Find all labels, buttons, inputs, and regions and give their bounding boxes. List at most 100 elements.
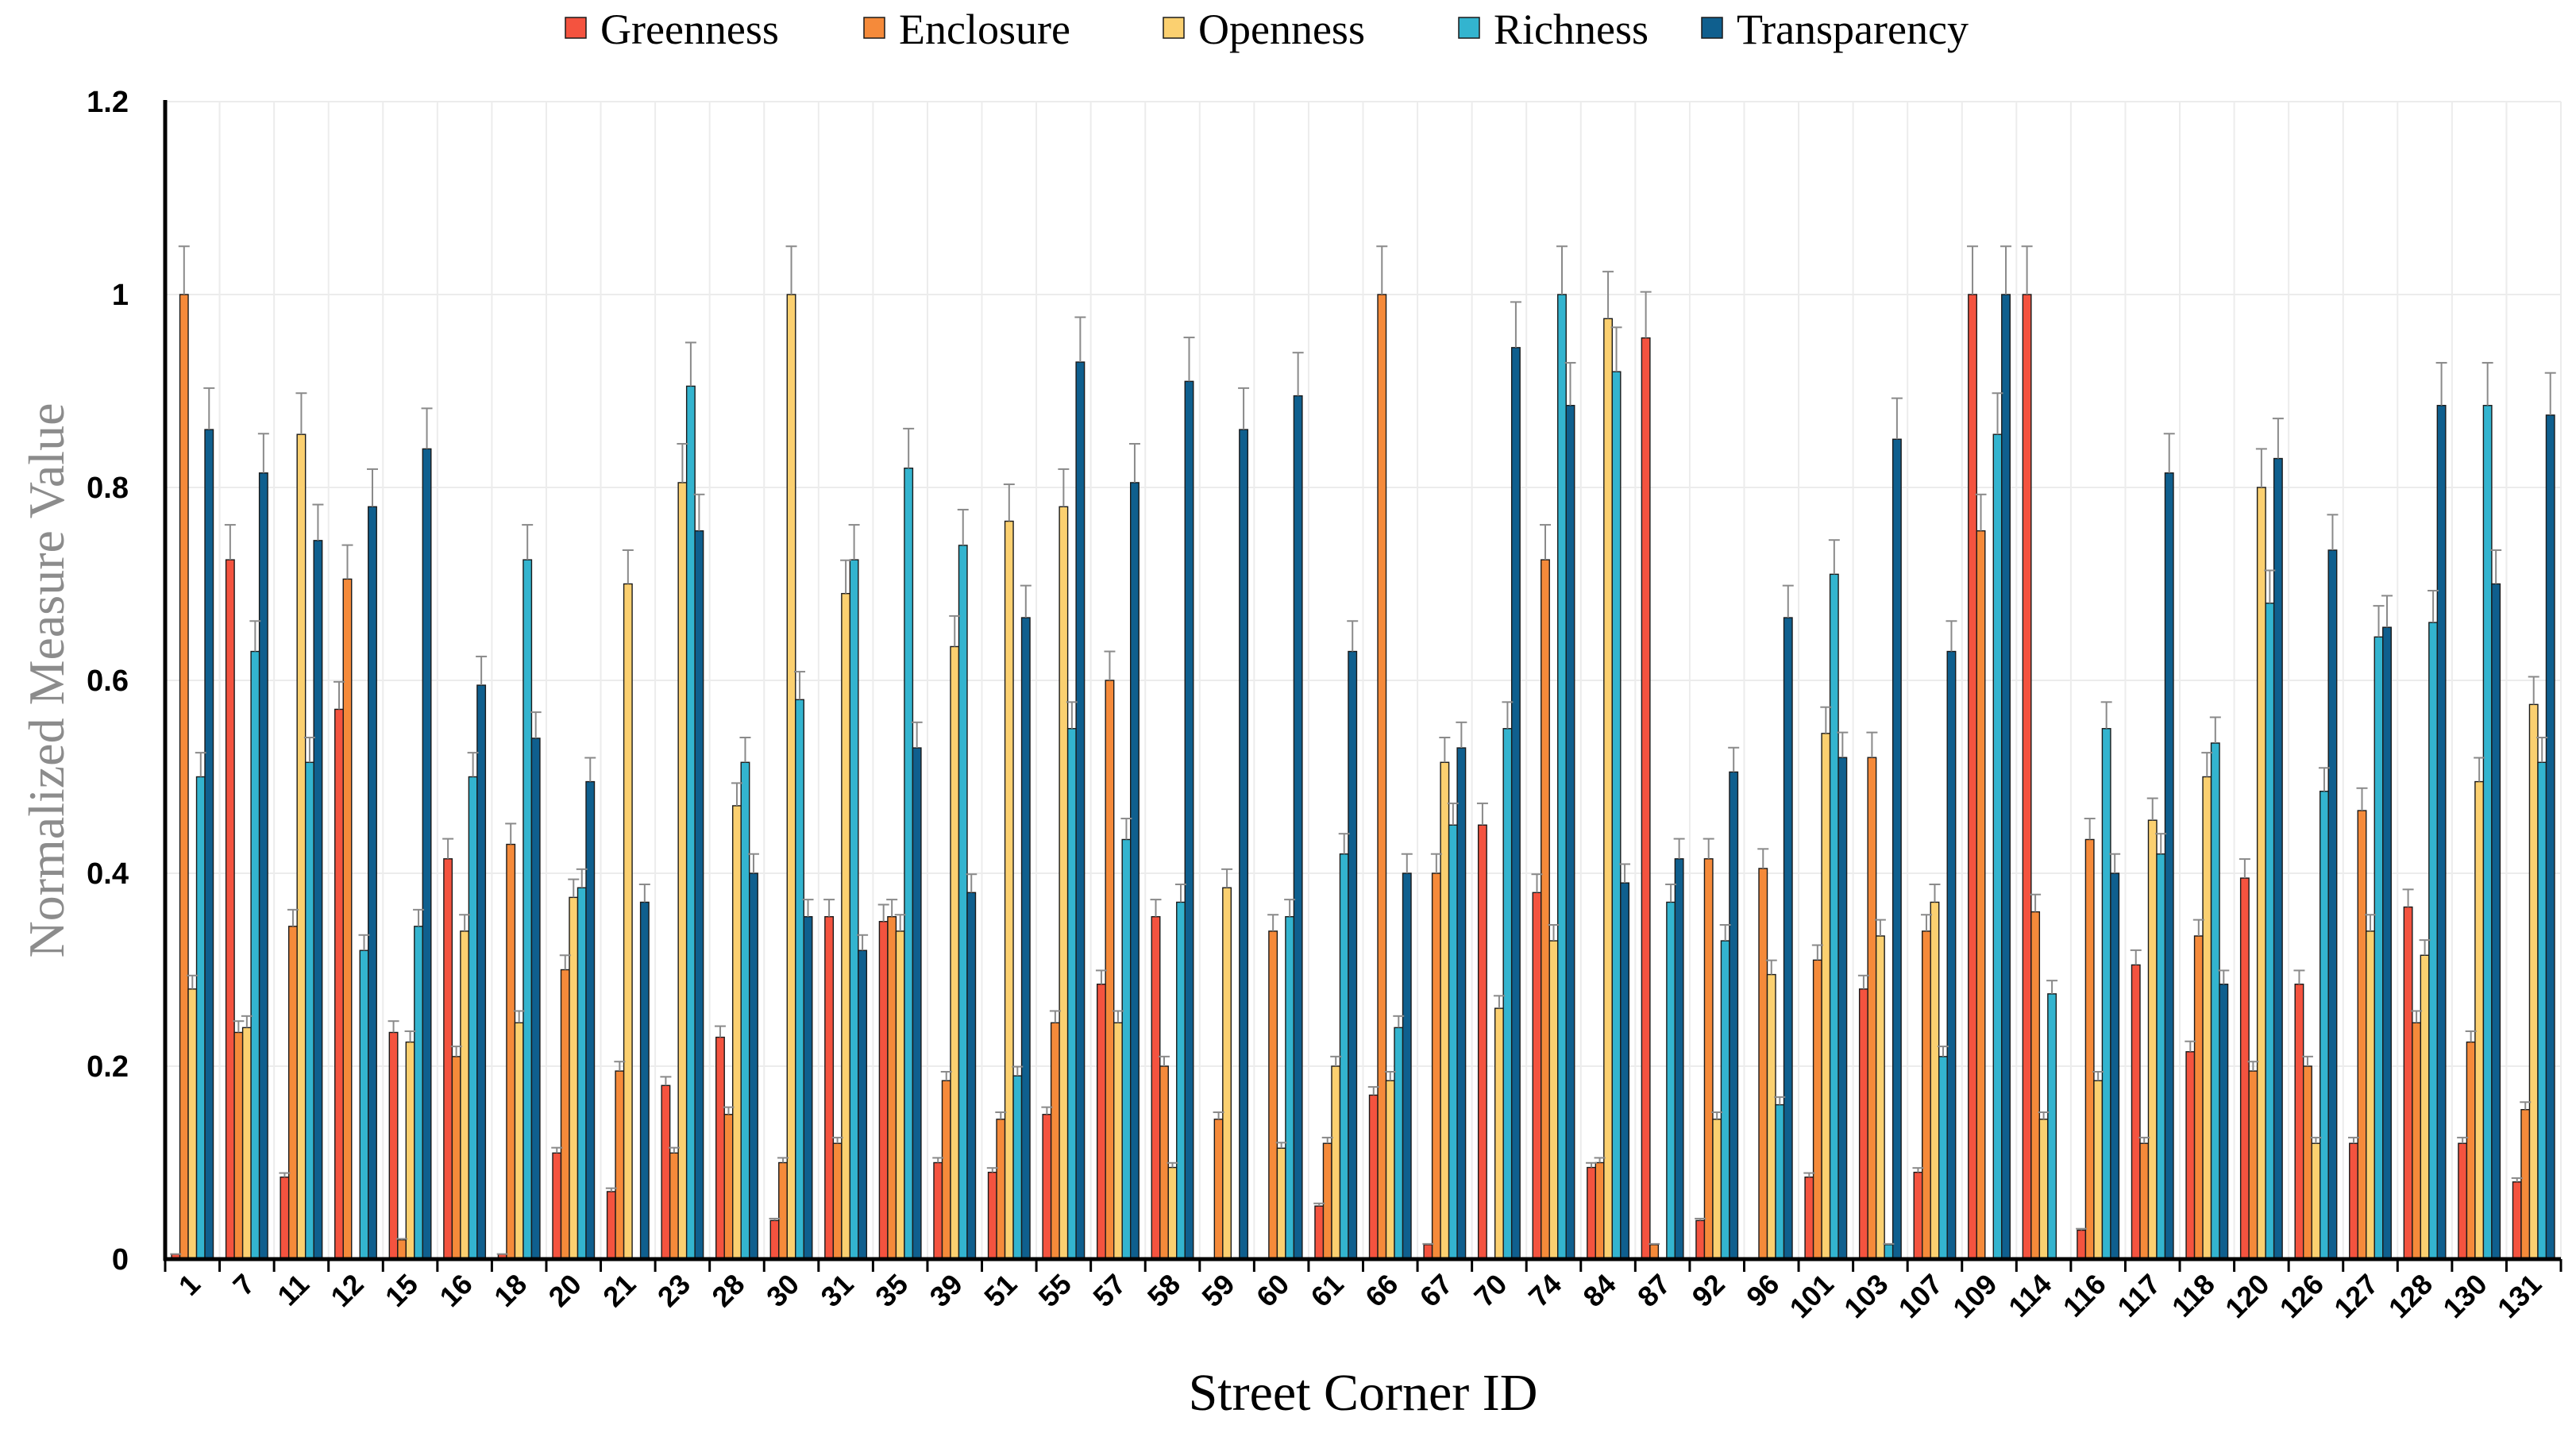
bar-richness-18 — [523, 559, 533, 1260]
x-tick-label: 12 — [324, 1268, 369, 1313]
bar-richness-120 — [2265, 603, 2275, 1260]
bar-greenness-39 — [933, 1161, 943, 1260]
error-bar — [1811, 944, 1823, 961]
error-bar — [2255, 448, 2267, 487]
error-bar — [476, 655, 488, 686]
bar-transparency-116 — [2110, 872, 2120, 1260]
bar-greenness-55 — [1042, 1114, 1052, 1260]
bar-openness-1 — [187, 988, 198, 1260]
bar-greenness-103 — [1858, 988, 1868, 1260]
x-tick-label: 16 — [433, 1268, 478, 1313]
x-tick-label: 74 — [1522, 1268, 1568, 1313]
error-bar — [848, 524, 860, 560]
error-bar — [2373, 605, 2385, 637]
bar-transparency-120 — [2273, 457, 2283, 1260]
bar-richness-16 — [468, 776, 478, 1260]
bar-openness-59 — [1222, 887, 1232, 1260]
bar-richness-131 — [2537, 761, 2547, 1260]
bar-enclosure-11 — [287, 926, 298, 1260]
bar-transparency-92 — [1729, 771, 1739, 1260]
error-bar — [932, 1157, 944, 1163]
bar-greenness-116 — [2077, 1229, 2087, 1260]
error-bar — [1929, 883, 1941, 903]
error-bar — [2293, 969, 2305, 984]
error-bar — [747, 853, 759, 873]
error-bar — [693, 493, 705, 531]
bar-openness-11 — [296, 433, 307, 1260]
legend-swatch — [1701, 17, 1723, 39]
error-bar — [1765, 959, 1777, 975]
error-bar — [1891, 397, 1903, 440]
bar-openness-116 — [2093, 1080, 2104, 1260]
error-bar — [2381, 595, 2393, 628]
bar-transparency-117 — [2164, 472, 2174, 1260]
x-tick-label: 1 — [172, 1268, 206, 1302]
bar-richness-57 — [1121, 838, 1132, 1260]
bar-greenness-7 — [225, 559, 235, 1260]
error-bar — [2247, 1061, 2259, 1072]
bar-richness-74 — [1557, 294, 1567, 1260]
error-bar — [1531, 873, 1543, 893]
error-bar — [1857, 974, 1869, 989]
error-bar — [1728, 746, 1740, 772]
bar-openness-131 — [2528, 703, 2539, 1260]
error-bar — [1695, 1217, 1706, 1221]
error-bar — [1586, 1161, 1598, 1168]
bar-richness-31 — [849, 559, 859, 1260]
bar-openness-18 — [514, 1022, 524, 1260]
bar-greenness-20 — [552, 1152, 562, 1260]
error-bar — [2076, 1227, 2088, 1231]
error-bar — [295, 392, 307, 435]
error-bar — [668, 1146, 680, 1154]
error-bar — [513, 1010, 525, 1023]
bar-enclosure-127 — [2357, 810, 2367, 1260]
error-bar — [1422, 1242, 1434, 1245]
error-bar — [1267, 914, 1279, 931]
bar-enclosure-87 — [1649, 1244, 1660, 1260]
error-bar — [1803, 1172, 1815, 1177]
error-bar — [1275, 1142, 1287, 1149]
error-bar — [551, 1146, 563, 1154]
y-tick-label: 1 — [112, 279, 129, 312]
error-bar — [2536, 736, 2548, 763]
bar-openness-101 — [1821, 733, 1831, 1260]
error-bar — [2482, 361, 2493, 406]
error-bar — [358, 934, 370, 951]
bar-transparency-21 — [639, 901, 650, 1260]
error-bar — [1493, 995, 1505, 1009]
error-bar — [1602, 271, 1614, 319]
error-bar — [1347, 620, 1359, 652]
bar-greenness-58 — [1151, 915, 1161, 1260]
legend-entry-greenness: Greenness — [565, 6, 779, 53]
bar-greenness-114 — [2022, 294, 2032, 1260]
bar-greenness-128 — [2403, 906, 2413, 1260]
x-tick-label: 87 — [1631, 1268, 1676, 1313]
bar-enclosure-103 — [1867, 757, 1877, 1260]
x-tick-label: 70 — [1467, 1268, 1513, 1313]
x-tick-label: 118 — [2165, 1268, 2221, 1323]
x-tick-label: 51 — [978, 1268, 1023, 1313]
error-bar — [785, 245, 797, 295]
bar-greenness-66 — [1368, 1094, 1379, 1260]
bar-enclosure-96 — [1758, 868, 1768, 1260]
x-tick-label: 15 — [379, 1268, 424, 1313]
bar-greenness-31 — [824, 915, 835, 1260]
bar-transparency-23 — [694, 530, 704, 1260]
bar-greenness-51 — [987, 1171, 997, 1260]
bar-transparency-16 — [476, 684, 487, 1260]
bar-greenness-61 — [1314, 1205, 1325, 1260]
error-bar — [2264, 569, 2276, 603]
legend-label: Enclosure — [899, 6, 1070, 53]
legend-swatch — [863, 17, 885, 39]
error-bar — [940, 1070, 952, 1081]
error-bar — [831, 1136, 843, 1144]
error-bar — [1619, 863, 1631, 884]
bar-greenness-101 — [1804, 1177, 1814, 1260]
bar-greenness-130 — [2458, 1142, 2468, 1260]
x-tick-label: 103 — [1838, 1268, 1894, 1324]
bar-openness-57 — [1113, 1022, 1123, 1260]
error-bar — [224, 524, 236, 560]
bar-enclosure-109 — [1976, 530, 1986, 1260]
bar-openness-92 — [1712, 1119, 1722, 1260]
x-tick-label: 117 — [2111, 1268, 2166, 1323]
